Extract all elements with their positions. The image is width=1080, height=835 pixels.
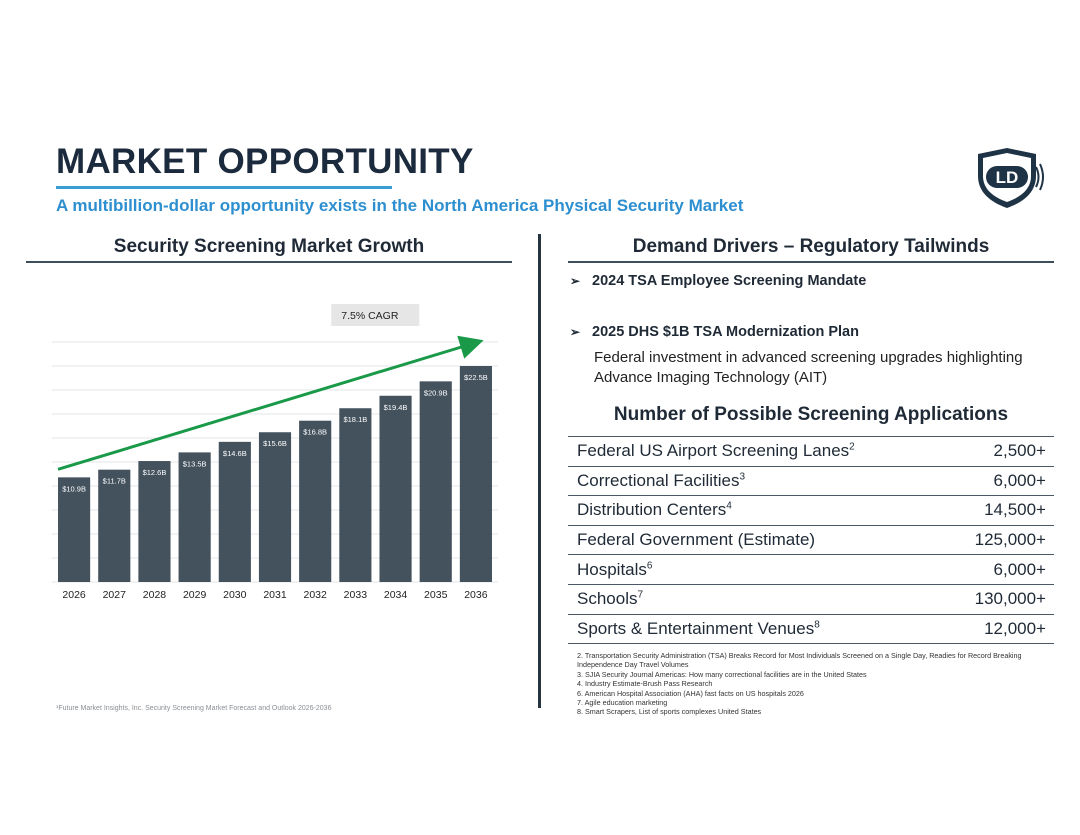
table-row: Distribution Centers4 14,500+ [568, 495, 1054, 525]
application-count: 125,000+ [974, 530, 1046, 550]
application-count: 6,000+ [993, 559, 1046, 579]
bar-2031 [258, 432, 292, 582]
page-subtitle: A multibillion-dollar opportunity exists… [56, 196, 744, 215]
bar-2029 [178, 452, 211, 582]
arrow-bullet-icon: ➢ [570, 325, 581, 339]
chart-section-rule [26, 261, 512, 263]
x-tick-label: 2033 [344, 589, 368, 601]
table-row: Federal US Airport Screening Lanes2 2,50… [568, 436, 1054, 466]
bar-2033 [339, 408, 372, 582]
footnote-ref: 2 [849, 441, 855, 453]
bar-value-label: $15.6B [263, 439, 287, 448]
bar-value-label: $22.5B [464, 373, 488, 382]
x-tick-label: 2026 [62, 589, 86, 601]
bar-value-label: $10.9B [62, 484, 86, 493]
bar-value-label: $18.1B [343, 415, 367, 424]
x-tick-label: 2034 [384, 589, 408, 601]
footnote: 7. Agile education marketing [577, 698, 668, 708]
footnote-ref: 3 [739, 471, 746, 483]
logo-text: LD [996, 168, 1019, 187]
x-tick-label: 2028 [143, 589, 167, 601]
x-tick-label: 2036 [464, 589, 488, 601]
bar-2030 [218, 441, 251, 582]
application-name: Federal Government (Estimate) [577, 530, 816, 550]
column-divider [538, 234, 541, 708]
bar-2034 [379, 395, 412, 582]
bar-value-label: $19.4B [384, 403, 408, 412]
company-logo: LD [978, 148, 1044, 208]
application-name: Schools7 [577, 589, 644, 609]
footnote-ref: 7 [637, 589, 644, 601]
x-tick-label: 2027 [103, 589, 127, 601]
driver-bullet: ➢ 2025 DHS $1B TSA Modernization Plan [570, 324, 859, 340]
driver-bullet-label: 2024 TSA Employee Screening Mandate [592, 273, 867, 289]
page-title: MARKET OPPORTUNITY [56, 142, 474, 181]
footnote: 6. American Hospital Association (AHA) f… [577, 688, 804, 698]
footnote: 8. Smart Scrapers, List of sports comple… [577, 707, 762, 717]
footnote-ref: 4 [726, 500, 732, 512]
application-name: Sports & Entertainment Venues8 [577, 618, 820, 638]
market-growth-bar-chart: 7.5% CAGR $10.9B 2026 $11.7B 2027 $12.6B 2028… [52, 304, 498, 601]
x-tick-label: 2030 [223, 589, 247, 601]
application-name: Distribution Centers4 [577, 500, 732, 520]
bar-2026 [58, 477, 91, 582]
bar-2036 [459, 366, 492, 582]
x-tick-label: 2032 [304, 589, 328, 601]
table-row: Sports & Entertainment Venues8 12,000+ [568, 613, 1054, 645]
chart-trend: 7.5% CAGR [57, 304, 484, 471]
bar-value-label: $11.7B [103, 477, 126, 486]
bar-value-label: $14.6B [223, 449, 247, 458]
chart-labels: $10.9B 2026 $11.7B 2027 $12.6B 2028 $13.5B 2029… [62, 373, 488, 601]
chart-bars [58, 366, 492, 582]
chart-section-heading: Security Screening Market Growth [113, 236, 425, 257]
application-count: 14,500+ [984, 500, 1046, 520]
x-tick-label: 2031 [263, 589, 287, 601]
application-name: Hospitals6 [577, 559, 653, 579]
bar-value-label: $20.9B [424, 388, 448, 397]
title-underline [56, 186, 392, 189]
bar-2028 [138, 461, 171, 582]
application-count: 2,500+ [993, 441, 1046, 461]
applications-table: Federal US Airport Screening Lanes2 2,50… [568, 436, 1054, 645]
footnote-ref: 6 [646, 560, 653, 572]
footnote: 3. SJIA Security Journal Americas: How m… [577, 669, 867, 679]
footnote: 2. Transportation Security Administratio… [577, 651, 1022, 670]
applications-heading: Number of Possible Screening Application… [613, 404, 1009, 425]
table-row: Hospitals6 6,000+ [568, 554, 1054, 584]
x-tick-label: 2035 [424, 589, 448, 601]
bar-value-label: $12.6B [143, 468, 167, 477]
table-row: Federal Government (Estimate) 125,000+ [568, 524, 1054, 555]
x-tick-label: 2029 [183, 589, 207, 601]
arrow-bullet-icon: ➢ [570, 274, 581, 288]
footnote: 4. Industry Estimate-Brush Pass Research [577, 679, 713, 689]
table-row: Schools7 130,000+ [568, 583, 1054, 614]
bar-value-label: $13.5B [183, 459, 207, 468]
bar-2027 [98, 469, 131, 582]
application-name: Federal US Airport Screening Lanes2 [577, 441, 855, 461]
application-name: Correctional Facilities3 [577, 470, 746, 490]
footnotes: 2. Transportation Security Administratio… [577, 651, 1047, 717]
drivers-section-heading: Demand Drivers – Regulatory Tailwinds [632, 236, 990, 257]
bar-2032 [299, 420, 332, 582]
application-count: 130,000+ [974, 589, 1046, 609]
table-row: Correctional Facilities3 6,000+ [568, 465, 1054, 496]
cagr-trend-arrow [57, 335, 484, 471]
driver-bullet: ➢ 2024 TSA Employee Screening Mandate [570, 273, 866, 289]
bar-2035 [419, 381, 452, 582]
application-count: 6,000+ [993, 470, 1046, 490]
cagr-annotation: 7.5% CAGR [341, 310, 399, 322]
application-count: 12,000+ [984, 618, 1046, 638]
footnote-ref: 8 [814, 619, 820, 631]
driver-bullet-description: Federal investment in advanced screening… [594, 349, 1023, 386]
bar-value-label: $16.8B [303, 428, 327, 437]
chart-source-note: ¹Future Market Insights, Inc. Security S… [56, 705, 332, 712]
cagr-annotation-box [331, 304, 420, 326]
drivers-section-rule [568, 261, 1054, 263]
driver-bullet-label: 2025 DHS $1B TSA Modernization Plan [592, 324, 859, 340]
